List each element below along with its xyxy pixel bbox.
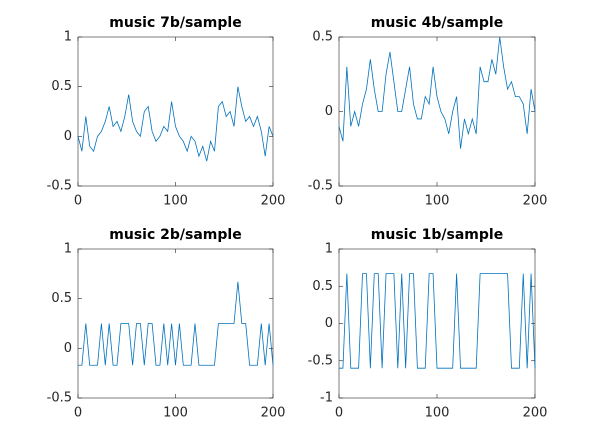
- y-tick-label: 0.5: [51, 291, 72, 306]
- x-tick-label: 200: [523, 406, 548, 421]
- x-tick-label: 0: [335, 194, 343, 209]
- data-line: [78, 281, 274, 366]
- x-tick-label: 200: [523, 194, 548, 209]
- data-line: [77, 86, 274, 162]
- axes-box: [338, 36, 536, 187]
- y-tick-label: 0: [325, 104, 333, 119]
- x-tick-label: 100: [425, 194, 450, 209]
- y-tick-label: -0.5: [308, 179, 333, 194]
- y-tick-label: -0.5: [47, 391, 72, 406]
- y-tick-label: 0.5: [312, 279, 333, 294]
- x-tick-label: 100: [425, 406, 450, 421]
- chart-title: music 7b/sample: [109, 15, 241, 31]
- y-tick-label: 0: [325, 316, 333, 331]
- data-line: [338, 36, 536, 149]
- y-tick-label: 1: [64, 242, 72, 257]
- x-tick-label: 100: [163, 194, 188, 209]
- x-tick-label: 0: [74, 406, 82, 421]
- y-tick-label: -0.5: [308, 353, 333, 368]
- x-tick-label: 200: [261, 194, 286, 209]
- y-tick-label: 1: [325, 242, 333, 257]
- y-tick-label: 0.5: [51, 79, 72, 94]
- data-line: [339, 273, 536, 369]
- x-tick-label: 0: [74, 194, 82, 209]
- y-tick-label: -0.5: [47, 179, 72, 194]
- y-tick-label: 0.5: [312, 30, 333, 45]
- chart-title: music 2b/sample: [109, 227, 241, 243]
- y-tick-label: 1: [64, 30, 72, 45]
- x-tick-label: 0: [335, 406, 343, 421]
- axes-box: [77, 248, 274, 399]
- y-tick-label: 0: [64, 341, 72, 356]
- x-tick-label: 100: [163, 406, 188, 421]
- chart-title: music 1b/sample: [371, 227, 503, 243]
- chart-title: music 4b/sample: [371, 15, 503, 31]
- y-tick-label: -1: [320, 391, 333, 406]
- y-tick-label: 0: [64, 129, 72, 144]
- x-tick-label: 200: [261, 406, 286, 421]
- axes-box: [77, 36, 274, 187]
